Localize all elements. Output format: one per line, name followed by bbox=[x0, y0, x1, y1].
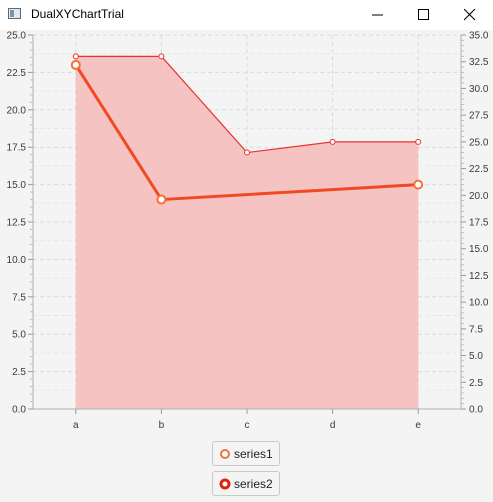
maximize-icon bbox=[418, 9, 429, 20]
minimize-button[interactable] bbox=[355, 0, 401, 30]
y-axis-right: 0.0 2.5 5.0 7.5 10.0 12.5 15.0 17.5 20.0 22.5 25.0… bbox=[460, 31, 489, 416]
y-axis-right-tick-label: 15.0 bbox=[469, 244, 489, 255]
y-axis-left-tick-label: 17.5 bbox=[7, 143, 27, 154]
y-axis-left-tick-label: 0.0 bbox=[12, 405, 26, 416]
legend-label-series1: series1 bbox=[234, 447, 273, 461]
y-axis-right-tick-label: 30.0 bbox=[469, 84, 489, 95]
y-axis-left-tick-label: 5.0 bbox=[12, 330, 26, 341]
legend-item-series2[interactable]: series2 bbox=[212, 471, 280, 496]
series1-point bbox=[329, 138, 336, 145]
y-axis-left-tick-label: 2.5 bbox=[12, 367, 26, 378]
y-axis-right-tick-label: 5.0 bbox=[469, 351, 483, 362]
dual-axis-chart: 0.0 2.5 5.0 7.5 10.0 12.5 15.0 17.5 20.0 22.5 25.0… bbox=[7, 31, 489, 432]
x-axis-tick-label: b bbox=[159, 420, 165, 431]
legend-series1-marker-icon bbox=[220, 449, 230, 459]
y-axis-left-tick-label: 22.5 bbox=[7, 68, 27, 79]
minimize-icon bbox=[372, 14, 383, 16]
y-axis-right-tick-label: 7.5 bbox=[469, 324, 483, 335]
chart-area: 0.0 2.5 5.0 7.5 10.0 12.5 15.0 17.5 20.0 22.5 25.0… bbox=[0, 30, 493, 502]
y-axis-right-tick-label: 12.5 bbox=[469, 271, 489, 282]
x-axis: a b c d e bbox=[33, 408, 461, 431]
series2-point bbox=[70, 59, 81, 70]
series2-point bbox=[156, 194, 167, 205]
y-axis-right-tick-label: 0.0 bbox=[469, 405, 483, 416]
window-title: DualXYChartTrial bbox=[31, 7, 124, 21]
series1-point bbox=[244, 149, 250, 156]
legend-label-series2: series2 bbox=[234, 477, 273, 491]
series2-point bbox=[413, 179, 424, 190]
series1-point bbox=[72, 53, 79, 60]
close-icon bbox=[464, 9, 476, 21]
y-axis-left-tick-label: 25.0 bbox=[7, 31, 27, 42]
y-axis-right-tick-label: 10.0 bbox=[469, 298, 489, 309]
maximize-button[interactable] bbox=[401, 0, 447, 30]
y-axis-right-tick-label: 17.5 bbox=[469, 218, 489, 229]
y-axis-right-tick-label: 25.0 bbox=[469, 137, 489, 148]
title-bar: DualXYChartTrial bbox=[0, 0, 493, 30]
close-button[interactable] bbox=[447, 0, 493, 30]
x-axis-tick-label: d bbox=[330, 420, 336, 431]
y-axis-left-tick-label: 10.0 bbox=[7, 255, 27, 266]
series1-point bbox=[415, 138, 422, 145]
y-axis-left-tick-label: 15.0 bbox=[7, 180, 27, 191]
y-axis-right-tick-label: 35.0 bbox=[469, 31, 489, 42]
y-axis-right-tick-label: 32.5 bbox=[469, 57, 489, 68]
app-icon bbox=[8, 8, 21, 19]
legend-series2-marker-icon bbox=[219, 478, 231, 490]
series1-point bbox=[158, 53, 165, 60]
y-axis-left: 0.0 2.5 5.0 7.5 10.0 12.5 15.0 17.5 20.0 22.5 25.0 bbox=[7, 31, 34, 416]
x-axis-tick-label: c bbox=[245, 420, 250, 431]
y-axis-right-tick-label: 2.5 bbox=[469, 378, 483, 389]
y-axis-left-tick-label: 12.5 bbox=[7, 218, 27, 229]
y-axis-right-tick-label: 22.5 bbox=[469, 164, 489, 175]
y-axis-left-tick-label: 7.5 bbox=[12, 292, 26, 303]
legend-item-series1[interactable]: series1 bbox=[212, 441, 280, 466]
y-axis-right-tick-label: 27.5 bbox=[469, 111, 489, 122]
x-axis-tick-label: e bbox=[415, 420, 421, 431]
y-axis-left-tick-label: 20.0 bbox=[7, 105, 27, 116]
x-axis-tick-label: a bbox=[73, 420, 79, 431]
y-axis-right-tick-label: 20.0 bbox=[469, 191, 489, 202]
